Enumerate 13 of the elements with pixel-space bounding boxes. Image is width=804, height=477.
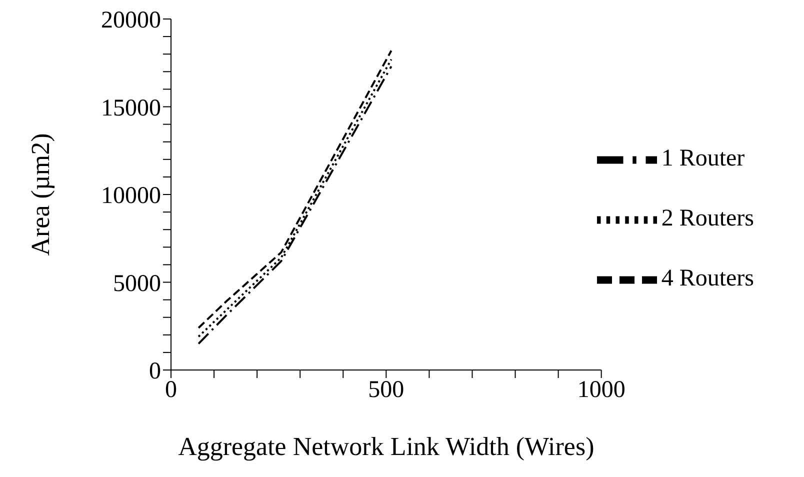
y-axis-title: Area (µm2) xyxy=(26,133,56,256)
legend-label: 4 Routers xyxy=(661,266,754,292)
x-tick-label: 0 xyxy=(165,377,177,404)
legend-label: 1 Router xyxy=(661,146,745,172)
legend-label: 2 Routers xyxy=(661,206,754,232)
x-tick-label: 500 xyxy=(368,377,404,404)
y-tick-label: 15000 xyxy=(101,95,161,122)
y-tick-label: 10000 xyxy=(101,183,161,210)
y-tick-label: 0 xyxy=(149,358,161,385)
y-tick-label: 20000 xyxy=(101,8,161,34)
y-tick-label: 5000 xyxy=(113,270,161,297)
x-axis-title: Aggregate Network Link Width (Wires) xyxy=(178,432,594,461)
x-tick-label: 1000 xyxy=(577,377,626,404)
